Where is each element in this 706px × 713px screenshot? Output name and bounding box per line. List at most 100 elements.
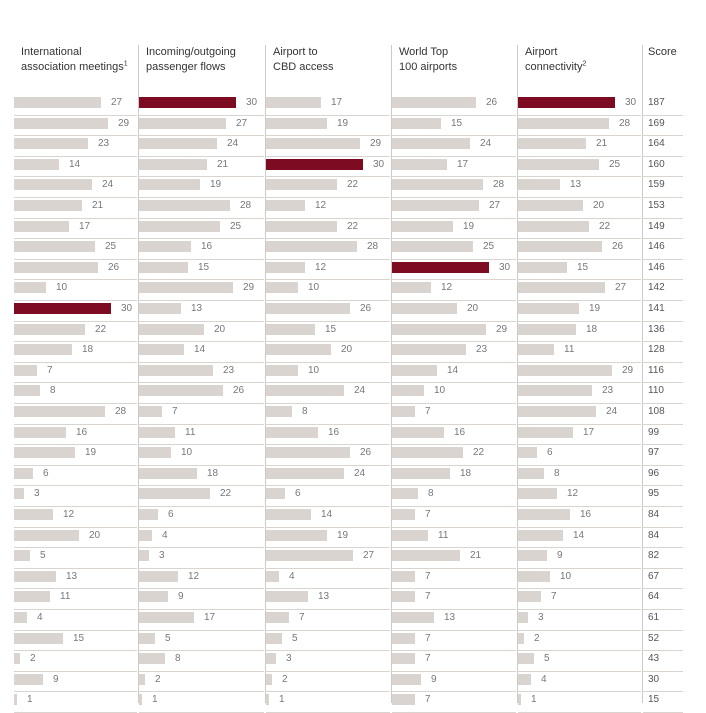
score-value: 64 <box>648 591 660 602</box>
bar <box>14 241 95 252</box>
bar <box>266 221 337 232</box>
bar <box>392 653 415 664</box>
score-value: 15 <box>648 694 660 705</box>
bar-value-label: 5 <box>544 653 550 664</box>
bar <box>518 344 554 355</box>
bar <box>392 591 415 602</box>
bar-value-label: 10 <box>308 282 320 293</box>
bar-value-label: 27 <box>236 118 248 129</box>
row-divider <box>643 341 683 342</box>
row-divider <box>266 691 390 692</box>
bar <box>14 633 63 644</box>
bar-value-label: 1 <box>531 694 537 705</box>
bar <box>266 262 305 273</box>
bar-value-label: 24 <box>354 385 366 396</box>
bar-value-label: 2 <box>30 653 36 664</box>
row-divider <box>392 424 516 425</box>
bar <box>266 138 360 149</box>
bar <box>392 612 434 623</box>
bar-value-label: 25 <box>483 241 495 252</box>
row-divider <box>139 176 264 177</box>
row-divider <box>139 321 264 322</box>
row-divider <box>266 424 390 425</box>
bar-value-label: 6 <box>547 447 553 458</box>
row-divider <box>392 527 516 528</box>
row-divider <box>518 630 641 631</box>
bar <box>392 200 479 211</box>
bar-value-label: 24 <box>480 138 492 149</box>
bar-value-label: 17 <box>457 159 469 170</box>
bar <box>392 509 415 520</box>
row-divider <box>139 218 264 219</box>
row-divider <box>266 403 390 404</box>
bar-value-label: 14 <box>69 159 81 170</box>
bar <box>392 633 415 644</box>
row-divider <box>392 465 516 466</box>
row-divider <box>139 238 264 239</box>
bar-value-label: 23 <box>98 138 110 149</box>
bar <box>266 365 298 376</box>
row-divider <box>392 176 516 177</box>
bar-value-label: 27 <box>489 200 501 211</box>
score-value: 110 <box>648 385 664 396</box>
bar <box>266 344 331 355</box>
bar <box>392 138 470 149</box>
row-divider <box>643 197 683 198</box>
bar-value-label: 24 <box>102 179 114 190</box>
bar-value-label: 8 <box>175 653 181 664</box>
bar <box>518 530 563 541</box>
bar-value-label: 9 <box>53 674 59 685</box>
bar <box>139 159 207 170</box>
row-divider <box>392 362 516 363</box>
row-divider <box>139 362 264 363</box>
bar <box>14 262 98 273</box>
bar <box>139 282 233 293</box>
row-divider <box>518 176 641 177</box>
row-divider <box>139 156 264 157</box>
bar-value-label: 28 <box>240 200 252 211</box>
row-divider <box>266 156 390 157</box>
bar-value-label: 17 <box>79 221 91 232</box>
bar <box>392 674 421 685</box>
bar <box>392 550 460 561</box>
row-divider <box>392 321 516 322</box>
bar-value-label: 1 <box>27 694 33 705</box>
row-divider <box>14 568 137 569</box>
row-divider <box>139 197 264 198</box>
bar <box>139 653 165 664</box>
score-value: 169 <box>648 118 665 129</box>
bar <box>14 159 59 170</box>
row-divider <box>14 176 137 177</box>
bar <box>14 509 53 520</box>
bar-value-label: 15 <box>451 118 463 129</box>
row-divider <box>392 279 516 280</box>
row-divider <box>266 176 390 177</box>
bar <box>518 612 528 623</box>
bar <box>139 674 145 685</box>
score-value: 99 <box>648 427 660 438</box>
bar-value-label: 22 <box>599 221 611 232</box>
bar <box>14 200 82 211</box>
bar <box>392 324 486 335</box>
bar-value-label: 7 <box>425 571 431 582</box>
bar <box>139 591 168 602</box>
bar <box>392 241 473 252</box>
bar <box>392 488 418 499</box>
bar <box>392 530 428 541</box>
row-divider <box>643 527 683 528</box>
bar-value-label: 19 <box>337 530 349 541</box>
bar-value-label: 30 <box>625 97 637 108</box>
bar <box>266 591 308 602</box>
row-divider <box>392 691 516 692</box>
column-header: Airport to CBD access <box>273 45 334 75</box>
column-header: International association meetings1 <box>21 45 128 75</box>
row-divider <box>139 444 264 445</box>
row-divider <box>14 650 137 651</box>
bar-value-label: 8 <box>50 385 56 396</box>
row-divider <box>518 259 641 260</box>
bar <box>518 674 531 685</box>
row-divider <box>518 424 641 425</box>
bar-value-label: 2 <box>155 674 161 685</box>
score-value: 159 <box>648 179 665 190</box>
bar <box>139 468 197 479</box>
